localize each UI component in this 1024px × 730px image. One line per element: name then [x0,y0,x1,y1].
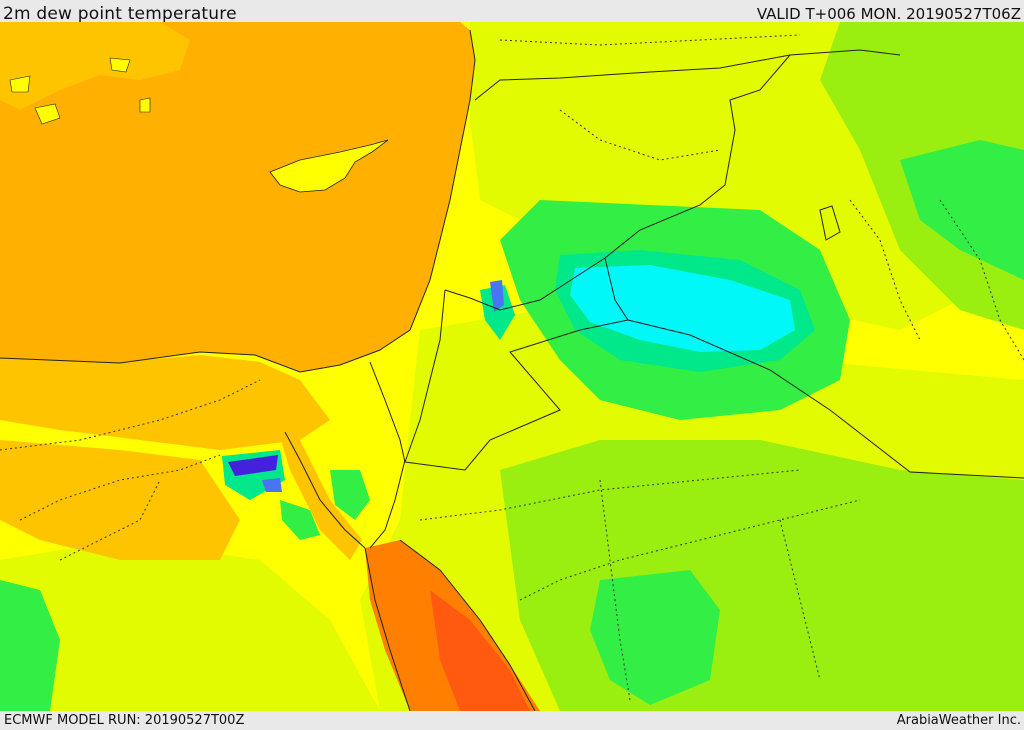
dewpoint-zone-green-east [900,140,1024,280]
coastline-red-sea-west [364,547,411,711]
country-borders [369,49,1024,479]
coastline-gulf-aqaba [369,459,406,549]
boundary-egypt-3 [59,479,161,561]
coastline-levant-egypt [0,29,476,373]
border-jordan-iraq-saudi [604,257,1024,479]
red-sea-south [430,590,530,711]
boundary-saudi-2 [519,499,861,601]
border-egypt-israel [369,361,406,463]
dewpoint-zone-yellowgreen-sw [0,540,380,711]
brand-label: ArabiaWeather Inc. [896,713,1021,728]
dewpoint-zone-orange-egypt-south [0,440,240,560]
dewpoint-zone-orange-egypt-coast [0,355,330,450]
dewpoint-zone-blue-egypt [262,478,282,492]
province-boundaries [0,34,1024,701]
coastline-red-sea-east [399,539,536,711]
dewpoint-zone-teal-jordan [480,285,515,340]
dewpoint-zone-blue-jordan [490,280,504,312]
map-footer: ECMWF MODEL RUN: 20190527T00Z ArabiaWeat… [0,711,1024,729]
dewpoint-zone-green-saudi [590,570,720,705]
boundary-saudi-3 [599,479,631,701]
dewpoint-zone-green-sinai [330,470,370,520]
map-header: 2m dew point temperature VALID T+006 MON… [0,0,1024,24]
aegean-zone [0,22,190,110]
boundary-syria-1 [559,109,721,161]
dewpoint-zone-lightgreen-east [500,440,1024,711]
boundary-egypt-1 [0,379,261,451]
weather-map [0,22,1024,711]
dew-point-map-svg [0,22,1024,711]
coastline-gulf-suez [284,431,366,549]
boundary-iraq-1 [849,199,921,341]
model-run-label: ECMWF MODEL RUN: 20190527T00Z [4,713,245,728]
boundary-turkey-1 [499,34,801,46]
valid-time: VALID T+006 MON. 20190527T06Z [756,5,1021,23]
aegean-islands [9,57,151,125]
border-syria-iraq [604,54,791,259]
border-israel-jordan [404,289,446,463]
dewpoint-zone-cyan-iraq [570,265,795,352]
dewpoint-zone-purple-egypt [228,455,278,476]
border-jordan-saudi [404,319,629,471]
dewpoint-zone-green-egypt-sw [0,580,60,711]
lake-shoreline [819,205,841,241]
border-syria-turkey [474,49,901,101]
coastlines [0,29,841,711]
border-jordan-syria [444,257,606,311]
map-title: 2m dew point temperature [3,4,237,24]
boundary-saudi-1 [419,469,801,521]
mediterranean-sea [0,22,475,372]
cyprus-island [269,139,389,193]
boundary-iran-1 [939,199,1024,361]
